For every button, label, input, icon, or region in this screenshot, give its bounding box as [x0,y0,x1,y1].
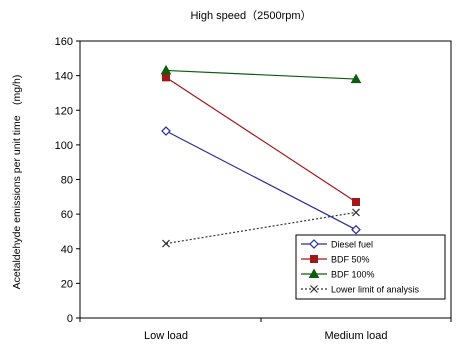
chart-title: High speed（2500rpm） [190,9,311,22]
legend-entry: Lower limit of analysis [301,285,420,295]
data-point [352,208,360,217]
legend: Diesel fuel BDF 50% BDF 100% Lower limit of… [295,234,446,300]
x-tick-label: Medium load [325,330,388,342]
y-axis: 0 20 40 60 80 100 120 140 160 [55,36,80,325]
x-tick-label: Low load [144,330,188,342]
legend-label: BDF 50% [331,255,370,265]
series-line [165,76,357,203]
y-tick-label: 60 [61,209,73,221]
data-point [160,64,172,75]
legend-entry: Diesel fuel [301,239,373,250]
data-point [350,73,362,84]
y-tick-label: 100 [55,140,73,152]
y-axis-label: Acetaldehyde emissions per unit time (mg… [11,75,23,290]
y-tick-label: 160 [55,36,73,48]
series-line [165,69,357,80]
legend-label: Lower limit of analysis [331,285,420,295]
legend-marker [310,255,318,263]
data-point [162,73,170,82]
y-tick-label: 0 [67,313,73,325]
y-tick-label: 120 [55,105,73,117]
y-tick-label: 80 [61,175,73,187]
legend-entry: BDF 50% [301,255,370,265]
y-tick-label: 40 [61,244,73,256]
data-point [351,224,361,235]
series-line [165,211,357,245]
legend-marker [310,285,318,293]
legend-marker [309,239,319,249]
y-tick-label: 20 [61,278,73,290]
series-layer [160,64,362,248]
series-line [165,130,357,231]
legend-label: BDF 100% [331,270,375,280]
data-point [352,198,360,207]
legend-label: Diesel fuel [331,240,373,250]
legend-box [295,234,446,300]
legend-marker [308,268,320,278]
data-point [161,126,171,136]
data-point [162,239,170,248]
x-axis: Low load Medium load [79,318,452,342]
legend-entry: BDF 100% [301,268,375,280]
y-tick-label: 140 [55,71,73,83]
